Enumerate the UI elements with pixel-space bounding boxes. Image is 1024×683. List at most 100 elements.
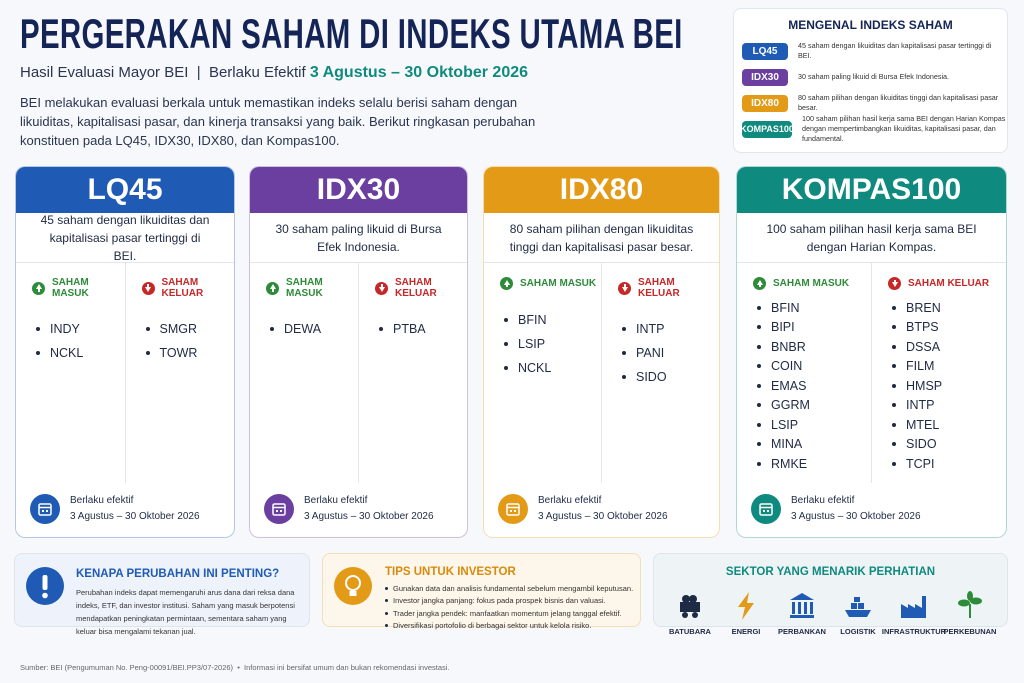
column-label: SAHAM KELUAR	[618, 277, 719, 299]
why-title: KENAPA PERUBAHAN INI PENTING?	[76, 568, 280, 580]
columns: SAHAM MASUK BFIN BIPI BNBR COIN EMAS GGRM LSIP M…	[737, 263, 1006, 483]
legend-badge: KOMPAS100	[740, 120, 794, 138]
why-panel: KENAPA PERUBAHAN INI PENTING? Perubahan …	[14, 553, 310, 636]
title: PERGERAKAN SAHAM DI INDEKS UTAMA BEI	[20, 10, 683, 57]
effective: Berlaku efektif 3 Agustus – 30 Oktober 20…	[264, 493, 434, 525]
sectors-panel: SEKTOR YANG MENARIK PERHATIAN BATUBARA EN…	[653, 553, 1008, 636]
column-label: SAHAM MASUK	[32, 277, 125, 299]
ticker: HMSP	[888, 376, 1006, 396]
column-label-text: SAHAM KELUAR	[638, 277, 680, 299]
legend-title: MENGENAL INDEKS SAHAM	[788, 18, 953, 32]
bullet	[385, 586, 388, 590]
arrow-stem	[758, 283, 761, 287]
ticker-code: DEWA	[284, 322, 322, 336]
in-column: SAHAM MASUK BFIN BIPI BNBR COIN EMAS GGRM LSIP M…	[737, 263, 871, 483]
effective-text: Berlaku efektif 3 Agustus – 30 Oktober 20…	[70, 493, 200, 525]
ticker: SIDO	[618, 365, 719, 389]
ticker: BIPI	[753, 318, 871, 338]
out-column: SAHAM KELUAR SMGR TOWR	[124, 263, 235, 483]
sector-name: PERKEBUNAN	[943, 627, 997, 636]
bullet	[36, 351, 40, 355]
ticker-code: NCKL	[518, 361, 552, 375]
effective-text: Berlaku efektif 3 Agustus – 30 Oktober 20…	[791, 493, 921, 525]
arrow-down	[618, 281, 631, 295]
legend-row: IDX80 80 saham pilihan dengan likuiditas …	[734, 90, 1007, 116]
ticker-code: BIPI	[771, 320, 795, 335]
tip-text: Gunakan data dan analisis fundamental se…	[393, 583, 634, 593]
bullet	[622, 351, 626, 355]
column-label-text: SAHAM KELUAR	[908, 278, 990, 289]
sector: ENERGI	[718, 590, 774, 636]
ticker-code: MTEL	[906, 417, 940, 432]
calendar-glyph	[759, 503, 773, 516]
ticker: BFIN	[753, 298, 871, 318]
ticker: FILM	[888, 357, 1006, 377]
alert-icon	[26, 567, 64, 605]
arrow-down	[375, 281, 388, 295]
sector-icon	[730, 590, 762, 624]
effective-label: Berlaku efektif	[304, 495, 368, 506]
calendar-glyph	[38, 503, 52, 516]
sector-icon	[674, 590, 706, 624]
effective-text: Berlaku efektif 3 Agustus – 30 Oktober 20…	[304, 493, 434, 525]
calendar-icon	[498, 494, 528, 524]
ticker: INTP	[618, 317, 719, 341]
arrow-head	[145, 286, 151, 292]
column-label-text: SAHAM KELUAR	[161, 277, 204, 299]
bullet	[385, 599, 388, 603]
index-description: 80 saham pilihan dengan likuiditas tingg…	[484, 213, 719, 263]
index-name: LQ45	[16, 167, 234, 213]
column-label: SAHAM KELUAR	[375, 277, 467, 299]
disclaimer: Informasi ini bersifat umum dan bukan re…	[244, 663, 450, 672]
effective: Berlaku efektif 3 Agustus – 30 Oktober 20…	[751, 493, 921, 525]
ticker-code: BFIN	[771, 300, 800, 315]
ticker-code: INTP	[636, 322, 665, 336]
bullet	[892, 364, 896, 369]
bulb-icon	[334, 567, 372, 605]
ticker-code: BFIN	[518, 313, 547, 327]
column-label: SAHAM KELUAR	[888, 277, 1006, 290]
bullet	[892, 383, 896, 388]
tip: Investor jangka panjang: fokus pada pros…	[385, 595, 640, 608]
column-label-text: SAHAM KELUAR	[395, 277, 437, 299]
arrow-stem	[147, 284, 149, 288]
ticker-code: TCPI	[906, 456, 935, 471]
tips-title: TIPS UNTUK INVESTOR	[385, 566, 516, 578]
ticker-code: GGRM	[771, 398, 810, 413]
tip: Gunakan data dan analisis fundamental se…	[385, 582, 640, 595]
bullet	[145, 351, 150, 355]
tips-list: Gunakan data dan analisis fundamental se…	[385, 582, 640, 632]
ticker: DEWA	[266, 317, 358, 341]
bullet	[504, 366, 508, 370]
bullet	[757, 403, 761, 408]
bullet	[385, 611, 388, 615]
arrow-head	[269, 284, 276, 289]
effective: Berlaku efektif 3 Agustus – 30 Oktober 20…	[30, 493, 200, 525]
effective-label: Berlaku efektif	[791, 495, 855, 506]
arrow-head	[378, 286, 385, 292]
bullet	[504, 318, 508, 322]
effective-date: 3 Agustus – 30 Oktober 2026	[70, 511, 200, 522]
ticker: BTPS	[888, 318, 1006, 338]
footer: Sumber: BEI (Pengumuman No. Peng-00091/B…	[20, 663, 450, 672]
arrow-down	[141, 281, 155, 295]
ticker: PTBA	[375, 317, 467, 341]
tip-text: Diversifikasi portofolio di berbagai sek…	[393, 621, 592, 631]
bullet	[622, 327, 626, 331]
calendar-icon	[751, 494, 781, 524]
ticker-code: TOWR	[159, 346, 198, 360]
ticker-code: BTPS	[906, 320, 939, 335]
legend-row: IDX30 30 saham paling likuid di Bursa Efe…	[734, 64, 1007, 90]
sector-name: INFRASTRUKTUR	[881, 627, 947, 636]
tip-text: Investor jangka panjang: fokus pada pros…	[393, 596, 606, 606]
ticker-code: NCKL	[50, 346, 84, 360]
arrow-up	[500, 277, 513, 290]
arrow-head	[35, 284, 42, 289]
bullet	[36, 327, 40, 331]
bullet	[270, 327, 274, 331]
arrow-head	[621, 286, 628, 292]
sector-glyph	[845, 597, 871, 617]
ticker-code: DSSA	[906, 339, 941, 354]
calendar-glyph	[272, 503, 286, 516]
